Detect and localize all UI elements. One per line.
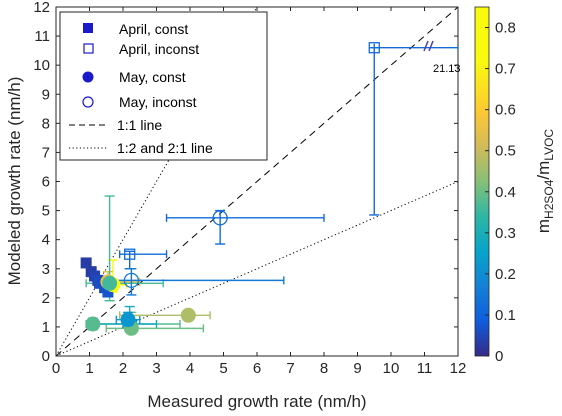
colorbar-ticks: 0 0.1 0.2 0.3 0.4 0.5 0.6 0.7 0.8 bbox=[485, 20, 516, 365]
y-tick-label: 9 bbox=[42, 86, 50, 103]
y-tick-label: 2 bbox=[42, 290, 50, 307]
point-april-const bbox=[80, 257, 92, 269]
x-tick-label: 6 bbox=[253, 360, 261, 377]
y-tick-label: 5 bbox=[42, 203, 50, 220]
y-tick-label: 3 bbox=[42, 261, 50, 278]
axis-break-label: 21.13 bbox=[433, 63, 461, 75]
y-axis-label: Modeled growth rate (nm/h) bbox=[5, 77, 24, 286]
legend-label-ratio-lines: 1:2 and 2:1 line bbox=[117, 140, 213, 156]
colorbar-tick-label: 0.7 bbox=[495, 61, 516, 78]
colorbar-tick-label: 0 bbox=[495, 348, 503, 365]
legend-marker-april-inconst bbox=[83, 43, 94, 54]
point-may-const bbox=[85, 316, 101, 332]
x-tick-label: 12 bbox=[450, 360, 467, 377]
x-tick-label: 10 bbox=[383, 360, 400, 377]
colorbar-tick-label: 0.1 bbox=[495, 307, 516, 324]
x-tick-label: 1 bbox=[85, 360, 93, 377]
reference-line-0 bbox=[56, 7, 458, 356]
colorbar-gradient bbox=[474, 6, 490, 357]
legend-marker-may-const bbox=[82, 71, 94, 83]
x-axis-ticks: 0 1 2 3 4 5 6 7 8 9 10 11 12 bbox=[52, 7, 467, 377]
legend: April, const April, inconst May, const M… bbox=[59, 11, 268, 161]
y-tick-label: 11 bbox=[34, 28, 50, 45]
colorbar-tick-label: 0.3 bbox=[495, 225, 516, 242]
colorbar-tick-label: 0.2 bbox=[495, 266, 516, 283]
colorbar-tick-label: 0.5 bbox=[495, 143, 516, 160]
axis-break-marker bbox=[423, 40, 434, 52]
point-may-const bbox=[180, 307, 196, 323]
point-april-const bbox=[102, 286, 114, 298]
x-tick-label: 8 bbox=[320, 360, 328, 377]
y-tick-label: 4 bbox=[42, 232, 50, 249]
legend-label-april-inconst: April, inconst bbox=[119, 41, 199, 57]
legend-label-may-const: May, const bbox=[119, 69, 186, 85]
legend-label-may-inconst: May, inconst bbox=[119, 94, 197, 110]
x-tick-label: 5 bbox=[219, 360, 227, 377]
legend-marker-april-const bbox=[83, 23, 93, 33]
colorbar-tick-label: 0.8 bbox=[495, 20, 516, 37]
colorbar-label: mH2SO4/mLVOC bbox=[534, 129, 556, 234]
x-tick-label: 11 bbox=[417, 360, 433, 377]
point-may-const bbox=[120, 312, 136, 328]
x-tick-label: 7 bbox=[286, 360, 294, 377]
y-tick-label: 1 bbox=[42, 319, 50, 336]
x-tick-label: 2 bbox=[119, 360, 127, 377]
y-tick-label: 8 bbox=[42, 115, 50, 132]
legend-label-1to1-line: 1:1 line bbox=[117, 117, 162, 133]
colorbar: 0 0.1 0.2 0.3 0.4 0.5 0.6 0.7 0.8 mH2SO4/mLVOC bbox=[474, 6, 556, 365]
y-tick-label: 7 bbox=[42, 144, 50, 161]
point-may-inconst bbox=[123, 272, 140, 289]
legend-label-april-const: April, const bbox=[119, 21, 188, 37]
point-may-inconst bbox=[212, 210, 228, 226]
x-axis-label: Measured growth rate (nm/h) bbox=[147, 392, 366, 411]
x-tick-label: 0 bbox=[52, 360, 60, 377]
y-tick-label: 0 bbox=[42, 348, 50, 365]
point-april-inconst bbox=[124, 248, 136, 260]
y-tick-label: 12 bbox=[33, 0, 50, 16]
y-tick-label: 10 bbox=[33, 57, 50, 74]
colorbar-tick-label: 0.6 bbox=[495, 102, 516, 119]
point-april-inconst bbox=[368, 42, 380, 54]
x-tick-label: 4 bbox=[186, 360, 194, 377]
legend-marker-may-inconst bbox=[82, 96, 94, 108]
legend-box bbox=[59, 11, 268, 161]
y-tick-label: 6 bbox=[42, 174, 50, 191]
x-tick-label: 9 bbox=[353, 360, 361, 377]
colorbar-tick-label: 0.4 bbox=[495, 184, 516, 201]
point-may-const bbox=[102, 275, 118, 291]
x-tick-label: 3 bbox=[152, 360, 160, 377]
data-points bbox=[80, 42, 380, 336]
